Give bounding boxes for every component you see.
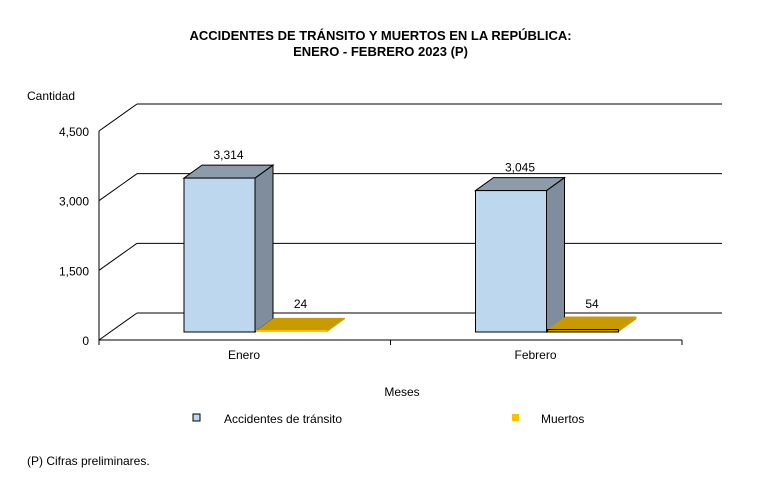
bar-side (546, 176, 565, 333)
data-label: 54 (585, 297, 599, 311)
grid-diagonal (98, 312, 138, 341)
grid-diagonal (98, 242, 138, 271)
chart-bars (182, 164, 637, 333)
y-tick-label: 4,500 (59, 125, 89, 139)
grid-diagonal (98, 173, 138, 202)
legend-label: Muertos (541, 412, 584, 426)
data-label: 24 (294, 297, 308, 311)
chart-title-line-2: ENERO - FEBRERO 2023 (P) (293, 44, 468, 59)
chart-title-line-1: ACCIDENTES DE TRÁNSITO Y MUERTOS EN LA R… (189, 28, 572, 43)
data-label: 3,045 (505, 161, 535, 175)
x-tick-label: Enero (228, 348, 260, 362)
y-axis-title: Cantidad (27, 89, 75, 103)
bar-side (327, 317, 345, 332)
y-tick-label: 0 (82, 334, 89, 348)
x-tick-label: Febrero (514, 348, 556, 362)
x-axis-title: Meses (384, 385, 419, 399)
legend-swatch (192, 413, 201, 422)
bar-top (256, 317, 345, 331)
legend-swatch (512, 414, 519, 421)
bar-side (618, 316, 637, 332)
bar-top (547, 316, 637, 330)
bar (475, 190, 547, 333)
chart-labels: 0 1,500 3,000 4,500 3,314 24 Enero 3,045 54 Febre… (27, 89, 599, 399)
grid-diagonal (98, 103, 138, 132)
bar-side (254, 164, 274, 333)
data-label: 3,314 (213, 148, 243, 162)
y-tick-label: 3,000 (59, 195, 89, 209)
bar (547, 328, 619, 333)
y-tick-label: 1,500 (59, 264, 89, 278)
bar (183, 177, 256, 333)
bar (256, 330, 327, 332)
legend-label: Accidentes de tránsito (224, 412, 342, 426)
chart-legend: Accidentes de tránsito Muertos (192, 412, 584, 426)
footnote: (P) Cifras preliminares. (27, 454, 150, 468)
